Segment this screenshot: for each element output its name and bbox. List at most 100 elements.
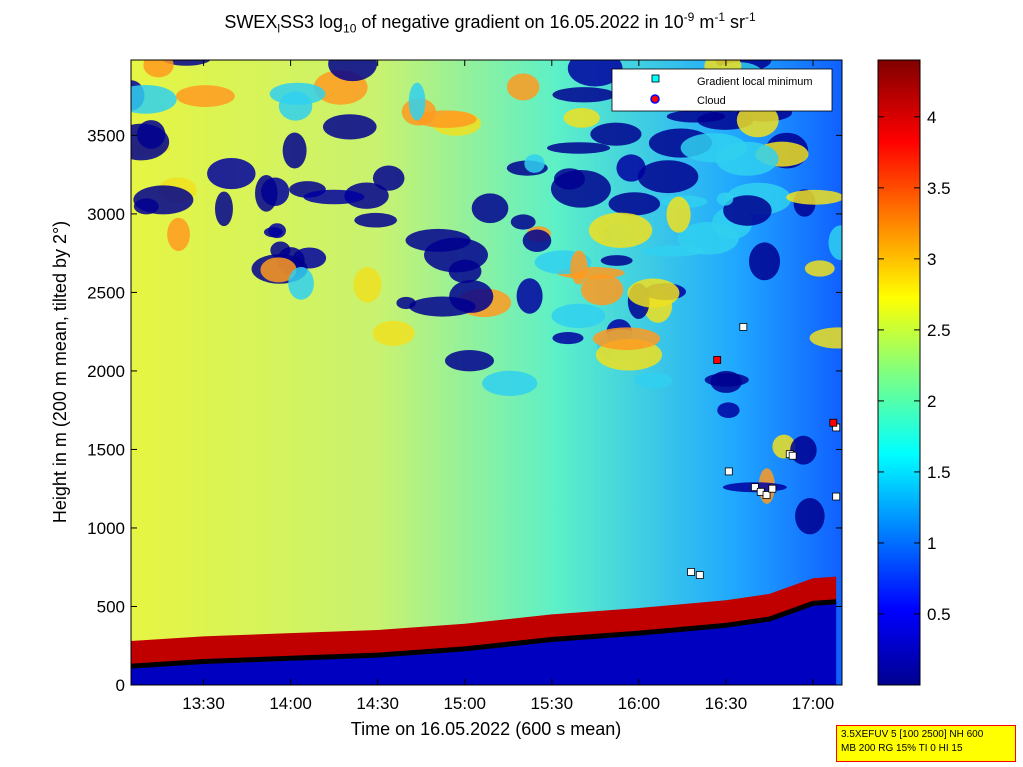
gradient-minimum-point (687, 568, 695, 576)
boundary-layer-line (131, 599, 837, 669)
heatmap-patch (828, 225, 842, 261)
x-tick-label: 14:00 (269, 694, 312, 713)
heatmap-patch (590, 122, 642, 146)
heatmap-patch (547, 142, 611, 154)
heatmap-patch (524, 154, 545, 173)
heatmap-patch (482, 370, 538, 396)
y-tick-label: 3000 (87, 205, 125, 224)
x-tick-label: 14:30 (356, 694, 399, 713)
heatmap-patch (567, 60, 623, 87)
heatmap-patch (133, 185, 194, 215)
heatmap-patch (353, 267, 382, 303)
heatmap-patch (408, 82, 426, 121)
boundary-layer-below (131, 601, 837, 685)
heatmap-patch (704, 373, 749, 387)
heatmap-patch (131, 123, 170, 161)
heatmap-field (131, 60, 842, 685)
gradient-minimum-point (832, 492, 841, 501)
y-tick-label: 2500 (87, 283, 125, 302)
gradient-minimum-point (762, 491, 771, 499)
colorbar-tick-label: 1 (927, 534, 936, 553)
x-axis: 13:30 14:00 14:30 15:00 15:30 16:00 16:30 17:00 (182, 60, 834, 713)
colorbar (877, 59, 921, 686)
heatmap-patch (268, 223, 286, 239)
colorbar-axis: 0.5 1 1.5 2 2.5 3 3.5 4 (878, 108, 951, 624)
heatmap-patch (570, 250, 588, 285)
heatmap-patch (522, 229, 552, 252)
heatmap-patch (677, 221, 739, 255)
colorbar-tick-label: 1.5 (927, 463, 951, 482)
legend-entry-cloud: Cloud (697, 95, 726, 107)
gradient-minimum-point (695, 571, 704, 579)
y-axis-label: Height in m (200 m mean, tilted by 2°) (50, 221, 70, 523)
plot-frame (130, 59, 843, 686)
heatmap-patch (809, 327, 842, 349)
cloud-point (713, 356, 722, 364)
heatmap-patch (328, 60, 378, 82)
heatmap-patch (143, 60, 174, 78)
heatmap-patch (627, 278, 680, 308)
heatmap-patch (444, 350, 494, 372)
heatmap-patch (804, 260, 835, 277)
heatmap-patch (580, 274, 624, 306)
heatmap-patch (282, 132, 307, 169)
heatmap-patch (723, 195, 772, 226)
heatmap-patch (372, 320, 415, 346)
heatmap-patch (616, 154, 646, 182)
colorbar-tick-label: 3 (927, 250, 936, 269)
heatmap-patch (510, 214, 536, 230)
colorbar-tick-label: 4 (927, 108, 936, 127)
legend-entry-minimum: Gradient local minimum (697, 76, 813, 88)
legend-square-icon (651, 74, 660, 83)
heatmap-patch (563, 108, 600, 128)
boundary-layer-band (131, 576, 837, 667)
gradient-minimum-point (739, 323, 748, 331)
gradient-minimum-point (751, 483, 759, 492)
gradient-minimum-point (724, 467, 733, 476)
info-line-1: 3.5XEFUV 5 [100 2500] NH 600 (841, 729, 984, 740)
heatmap-patch (449, 279, 494, 313)
heatmap-patch (680, 133, 748, 163)
heatmap-patch (354, 212, 398, 228)
heatmap-patch (167, 217, 190, 252)
legend-box (611, 68, 833, 112)
y-tick-label: 2000 (87, 362, 125, 381)
heatmap-patch (552, 87, 616, 103)
heatmap-patch (516, 278, 543, 314)
heatmap-patch (551, 303, 606, 329)
heatmap-patch (288, 267, 314, 300)
x-axis-label: Time on 16.05.2022 (600 s mean) (351, 719, 622, 739)
heatmap-patch (795, 498, 825, 535)
heatmap-patch (396, 296, 416, 310)
gradient-minimum-point (788, 451, 797, 460)
heatmap-patch (207, 157, 256, 190)
info-box: 3.5XEFUV 5 [100 2500] NH 600 MB 200 RG 1… (836, 725, 1016, 762)
x-tick-label: 15:00 (443, 694, 486, 713)
heatmap-patch (260, 257, 297, 283)
heatmap-patch (215, 191, 233, 227)
y-tick-label: 0 (116, 676, 125, 695)
gradient-minimum-point (768, 484, 777, 493)
heatmap-patch (176, 85, 235, 108)
colorbar-tick-label: 2.5 (927, 321, 951, 340)
heatmap-patch (608, 192, 661, 216)
x-tick-label: 16:00 (618, 694, 661, 713)
heatmap-patch (255, 175, 278, 212)
y-tick-label: 1500 (87, 440, 125, 459)
cloud-point (829, 418, 838, 427)
heatmap-patch (344, 182, 389, 209)
heatmap-patch (131, 84, 177, 114)
colorbar-tick-label: 3.5 (927, 179, 951, 198)
heatmap-patch (716, 192, 734, 206)
heatmap-patch (322, 114, 377, 140)
heatmap-patch (162, 60, 211, 66)
x-tick-label: 13:30 (182, 694, 225, 713)
heatmap-patch (600, 255, 633, 266)
heatmap-patch (507, 73, 540, 101)
heatmap-patch (372, 165, 405, 191)
colorbar-tick-label: 2 (927, 392, 936, 411)
heatmap-patch (405, 228, 471, 252)
marker-layer (687, 323, 841, 579)
x-tick-label: 16:30 (705, 694, 748, 713)
